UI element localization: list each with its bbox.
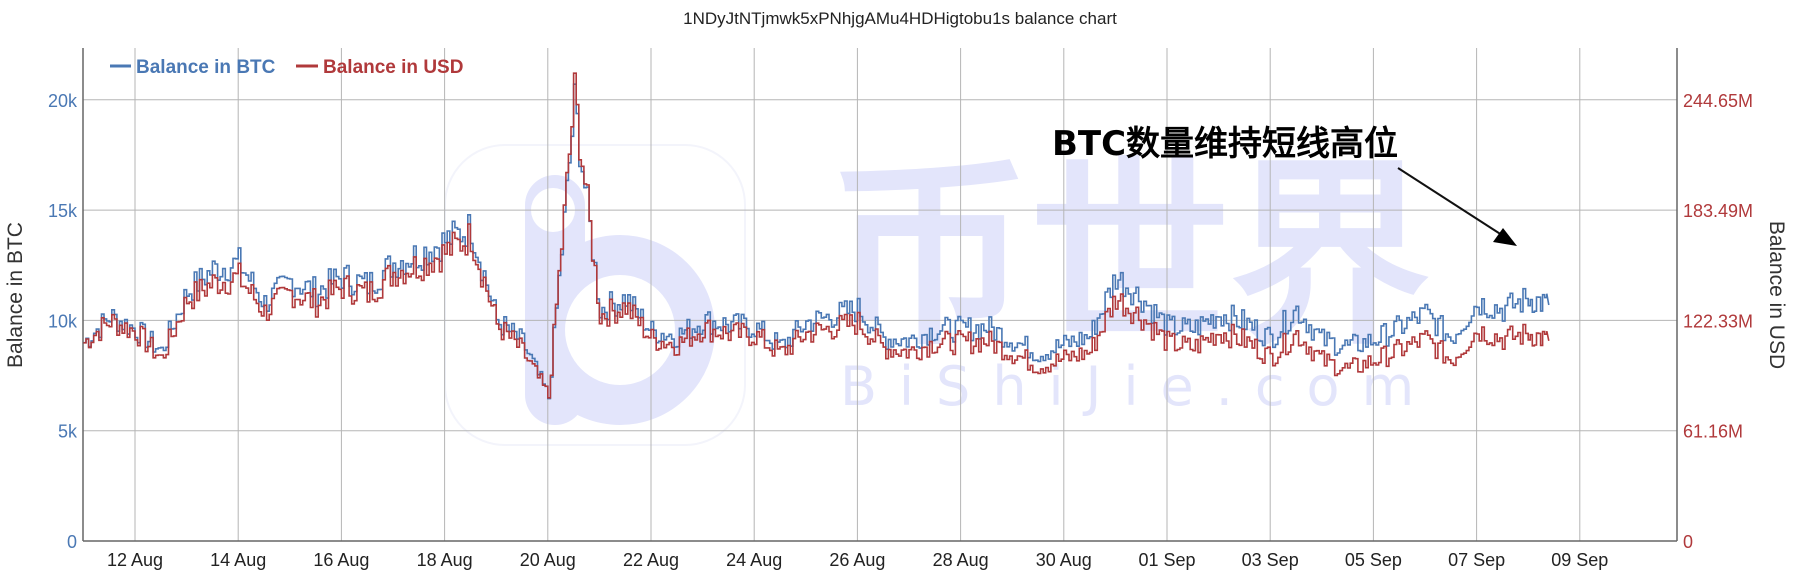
- arrow-head-icon: [1493, 228, 1517, 246]
- right-tick-label: 183.49M: [1683, 201, 1753, 221]
- x-tick-label: 07 Sep: [1448, 550, 1505, 570]
- right-tick-label: 122.33M: [1683, 311, 1753, 331]
- right-axis-ticks: 0 61.16M 122.33M 183.49M 244.65M: [1683, 91, 1753, 552]
- x-tick-label: 01 Sep: [1138, 550, 1195, 570]
- watermark-cn: 币世界: [830, 140, 1430, 373]
- legend-item-btc[interactable]: Balance in BTC: [110, 57, 276, 78]
- watermark-en: BiShiJie.com: [840, 355, 1436, 418]
- annotation-arrow-line: [1397, 167, 1506, 238]
- x-tick-label: 03 Sep: [1242, 550, 1299, 570]
- legend-btc-label: Balance in BTC: [136, 57, 276, 78]
- left-axis-title: Balance in BTC: [4, 222, 27, 368]
- legend-usd-label: Balance in USD: [323, 57, 463, 78]
- left-tick-label: 10k: [48, 311, 78, 331]
- watermark: 币世界 BiShiJie.com: [444, 140, 1436, 446]
- x-tick-label: 28 Aug: [933, 550, 989, 570]
- chart-title: 1NDyJtNTjmwk5xPNhjgAMu4HDHigtobu1s balan…: [683, 9, 1117, 28]
- btc-series-line: [83, 83, 1550, 400]
- x-tick-label: 09 Sep: [1551, 550, 1608, 570]
- x-tick-label: 05 Sep: [1345, 550, 1402, 570]
- x-tick-label: 18 Aug: [417, 550, 473, 570]
- legend: Balance in BTC Balance in USD: [110, 57, 463, 78]
- left-tick-label: 5k: [58, 422, 78, 442]
- watermark-logo-icon: [525, 175, 715, 425]
- left-tick-label: 15k: [48, 201, 78, 221]
- annotation-text: BTC数量维持短线高位: [1052, 124, 1398, 164]
- x-tick-label: 16 Aug: [313, 550, 369, 570]
- left-tick-label: 0: [67, 532, 77, 552]
- usd-series-line: [83, 72, 1550, 399]
- x-tick-label: 26 Aug: [829, 550, 885, 570]
- x-tick-label: 12 Aug: [107, 550, 163, 570]
- x-tick-label: 22 Aug: [623, 550, 679, 570]
- right-axis-title: Balance in USD: [1765, 221, 1788, 369]
- right-tick-label: 61.16M: [1683, 422, 1743, 442]
- annotation: BTC数量维持短线高位: [1052, 124, 1517, 246]
- x-tick-label: 24 Aug: [726, 550, 782, 570]
- x-tick-label: 30 Aug: [1036, 550, 1092, 570]
- left-axis-ticks: 0 5k 10k 15k 20k: [48, 91, 78, 552]
- gridlines: [83, 48, 1677, 541]
- x-tick-label: 14 Aug: [210, 550, 266, 570]
- right-tick-label: 0: [1683, 532, 1693, 552]
- x-axis-ticks: 12 Aug 14 Aug 16 Aug 18 Aug 20 Aug 22 Aug 24 A…: [107, 550, 1608, 570]
- x-tick-label: 20 Aug: [520, 550, 576, 570]
- right-tick-label: 244.65M: [1683, 91, 1753, 111]
- left-tick-label: 20k: [48, 91, 78, 111]
- legend-item-usd[interactable]: Balance in USD: [296, 57, 463, 78]
